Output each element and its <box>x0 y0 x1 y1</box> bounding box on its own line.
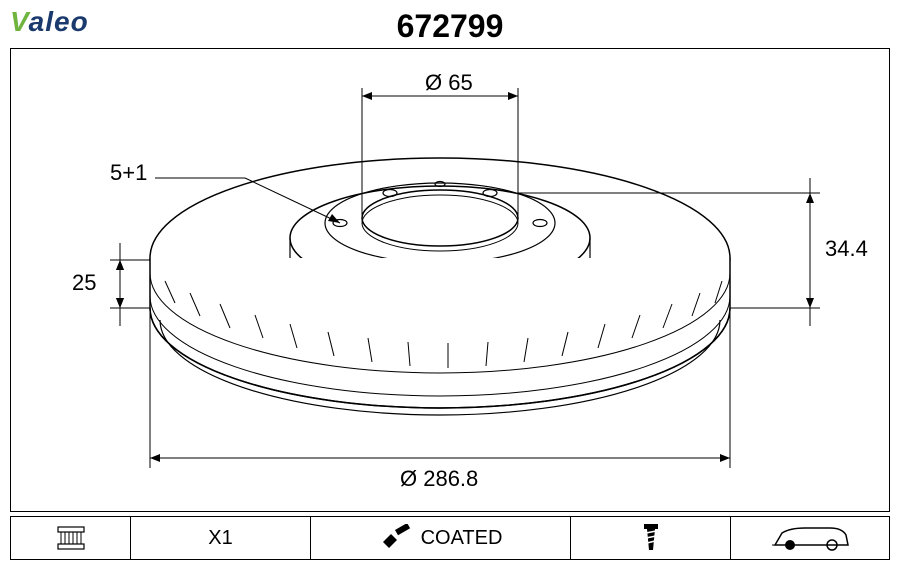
technical-drawing: Ø 65 5+1 25 34.4 Ø 286.8 <box>10 48 890 512</box>
part-number: 672799 <box>397 8 504 45</box>
dim-outer-diameter: Ø 286.8 <box>400 466 478 492</box>
dim-thickness: 25 <box>72 270 96 296</box>
footer-cell-quantity: X1 <box>131 517 311 559</box>
car-front-icon <box>770 523 850 553</box>
dim-bolt-pattern: 5+1 <box>110 160 147 186</box>
footer-cell-profile <box>11 517 131 559</box>
logo-part2: aleo <box>29 6 89 37</box>
screw-icon <box>638 522 664 554</box>
disc-drawing <box>10 48 890 512</box>
footer-cell-position <box>731 517 889 559</box>
profile-icon <box>55 523 87 553</box>
quantity-label: X1 <box>208 527 232 550</box>
dim-bore-diameter: Ø 65 <box>425 70 473 96</box>
footer-cell-screw <box>571 517 731 559</box>
coating-label: COATED <box>421 527 503 550</box>
dim-overall-height: 34.4 <box>825 236 868 262</box>
brand-logo: Valeo <box>10 6 89 38</box>
brush-icon <box>379 524 413 552</box>
footer-cell-coating: COATED <box>311 517 571 559</box>
logo-part1: V <box>10 6 29 37</box>
footer-bar: X1 COATED <box>10 516 890 560</box>
